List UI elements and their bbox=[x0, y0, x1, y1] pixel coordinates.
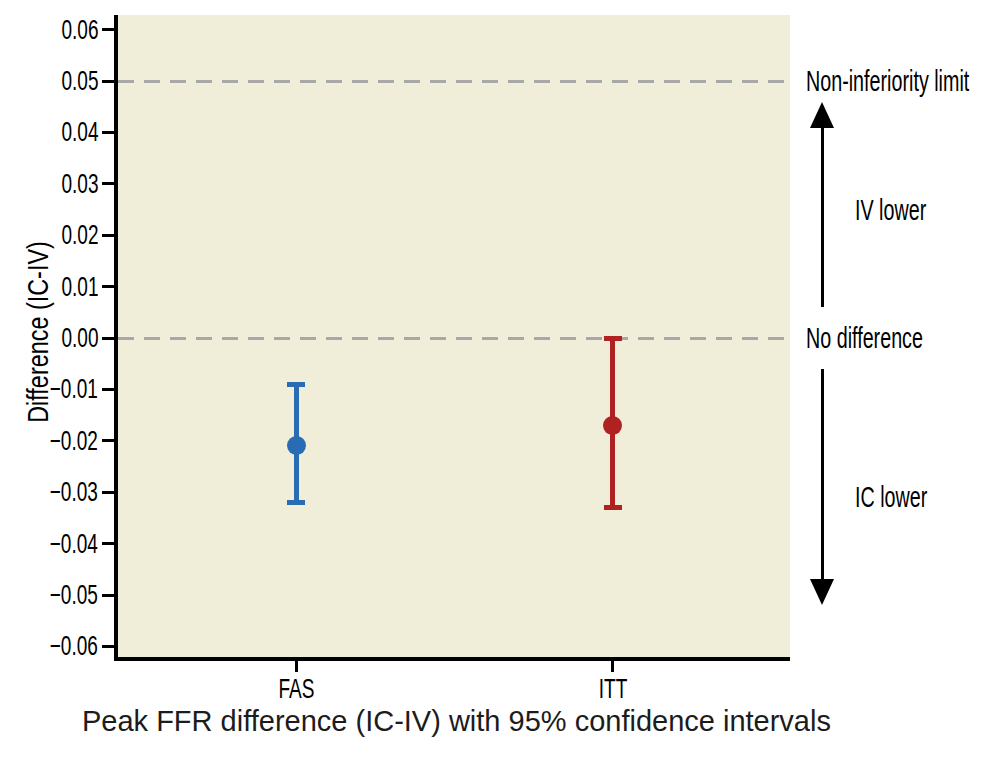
itt-ci-cap-top bbox=[604, 336, 622, 341]
y-tick-label: −0.06 bbox=[0, 631, 98, 661]
reference-line-label-no-difference: No difference bbox=[806, 322, 978, 354]
y-tick bbox=[102, 182, 114, 185]
y-tick-label-text: 0.05 bbox=[61, 66, 98, 96]
y-tick bbox=[102, 594, 114, 597]
fas-mean-dot bbox=[287, 436, 306, 455]
y-tick bbox=[102, 234, 114, 237]
fas-ci-cap-top bbox=[287, 382, 305, 387]
y-tick bbox=[102, 337, 114, 340]
x-tick-itt bbox=[611, 661, 614, 672]
y-tick-label: 0.06 bbox=[0, 15, 98, 45]
reference-line-no-difference bbox=[118, 337, 790, 340]
y-tick-label-text: −0.05 bbox=[50, 580, 98, 610]
iv-lower-arrow-line bbox=[821, 126, 824, 308]
region-label-ic-lower-text: IC lower bbox=[855, 481, 927, 513]
y-tick bbox=[102, 645, 114, 648]
figure-caption: Peak FFR difference (IC-IV) with 95% con… bbox=[82, 705, 831, 738]
y-tick-label-text: 0.06 bbox=[61, 15, 98, 45]
reference-line-non-inferiority-limit bbox=[118, 80, 790, 83]
plot-area bbox=[118, 15, 790, 657]
y-tick-label: −0.03 bbox=[0, 477, 98, 507]
y-tick-label: 0.00 bbox=[0, 323, 98, 353]
y-tick bbox=[102, 285, 114, 288]
x-category-label-fas-text: FAS bbox=[278, 674, 314, 704]
y-tick-label: 0.03 bbox=[0, 169, 98, 199]
ffr-difference-figure: Difference (IC-IV) Peak FFR difference (… bbox=[0, 0, 1002, 766]
y-tick bbox=[102, 80, 114, 83]
y-tick bbox=[102, 542, 114, 545]
y-tick bbox=[102, 28, 114, 31]
y-tick-label-text: 0.03 bbox=[61, 169, 98, 199]
y-tick-label: 0.02 bbox=[0, 220, 98, 250]
itt-mean-dot bbox=[603, 416, 622, 435]
y-tick-label-text: −0.02 bbox=[50, 426, 98, 456]
y-tick-label: −0.04 bbox=[0, 529, 98, 559]
y-tick-label-text: −0.06 bbox=[50, 631, 98, 661]
region-label-ic-lower: IC lower bbox=[855, 481, 961, 513]
x-axis-line bbox=[114, 657, 790, 661]
y-tick bbox=[102, 388, 114, 391]
region-label-iv-lower-text: IV lower bbox=[855, 194, 926, 226]
y-tick-label-text: 0.02 bbox=[61, 220, 98, 250]
y-tick-label: 0.01 bbox=[0, 272, 98, 302]
y-tick-label: 0.04 bbox=[0, 117, 98, 147]
y-tick-label: −0.05 bbox=[0, 580, 98, 610]
y-tick-label: 0.05 bbox=[0, 66, 98, 96]
ic-lower-arrow-line bbox=[821, 369, 824, 581]
y-tick bbox=[102, 131, 114, 134]
y-tick-label: −0.01 bbox=[0, 374, 98, 404]
reference-line-label-no-difference-text: No difference bbox=[806, 322, 923, 354]
y-tick-label-text: 0.01 bbox=[61, 272, 98, 302]
y-tick-label: −0.02 bbox=[0, 426, 98, 456]
y-tick-label-text: −0.04 bbox=[50, 529, 98, 559]
y-tick bbox=[102, 439, 114, 442]
reference-line-label-non-inferiority-limit-text: Non-inferiority limit bbox=[806, 65, 969, 97]
y-tick-label-text: −0.01 bbox=[50, 374, 98, 404]
region-label-iv-lower: IV lower bbox=[855, 194, 960, 226]
fas-ci-cap-bottom bbox=[287, 500, 305, 505]
iv-lower-arrow-head bbox=[810, 102, 834, 128]
ic-lower-arrow-head bbox=[810, 579, 834, 605]
itt-ci-cap-bottom bbox=[604, 505, 622, 510]
x-category-label-fas: FAS bbox=[236, 674, 356, 704]
x-category-label-itt: ITT bbox=[553, 674, 673, 704]
x-tick-fas bbox=[295, 661, 298, 672]
x-category-label-itt-text: ITT bbox=[598, 674, 627, 704]
y-tick-label-text: 0.00 bbox=[61, 323, 98, 353]
y-axis-line bbox=[114, 15, 118, 661]
y-tick bbox=[102, 491, 114, 494]
reference-line-label-non-inferiority-limit: Non-inferiority limit bbox=[806, 65, 1002, 97]
y-tick-label-text: 0.04 bbox=[61, 117, 98, 147]
y-tick-label-text: −0.03 bbox=[50, 477, 98, 507]
